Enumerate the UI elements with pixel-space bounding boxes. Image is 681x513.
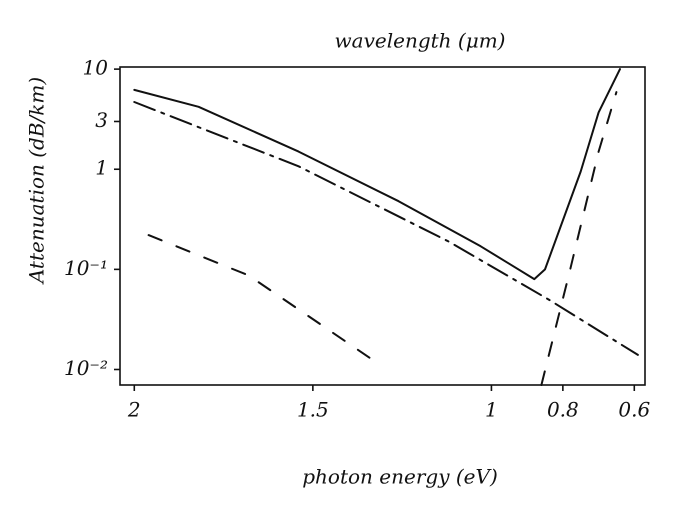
series-line [133,68,621,281]
y-tick-label: 10 [83,56,109,80]
y-tick-label: 10⁻¹ [64,256,108,280]
x-tick-label: 0.6 [618,398,650,422]
y-axis-label: Attenuation (dB/km) [25,77,49,285]
y-tick-label: 1 [95,156,108,180]
series-line [133,101,639,356]
x-tick-label: 1 [485,398,498,422]
top-axis-label: wavelength (μm) [335,29,506,53]
series-line [147,234,382,367]
x-tick-label: 0.8 [547,398,579,422]
y-tick-label: 3 [95,108,108,132]
x-tick-label: 1.5 [297,398,329,422]
plot-frame [119,66,646,386]
y-tick-label: 10⁻² [64,356,108,380]
x-tick-label: 2 [127,398,141,422]
x-axis-label: photon energy (eV) [302,465,498,489]
series-line [540,91,618,386]
